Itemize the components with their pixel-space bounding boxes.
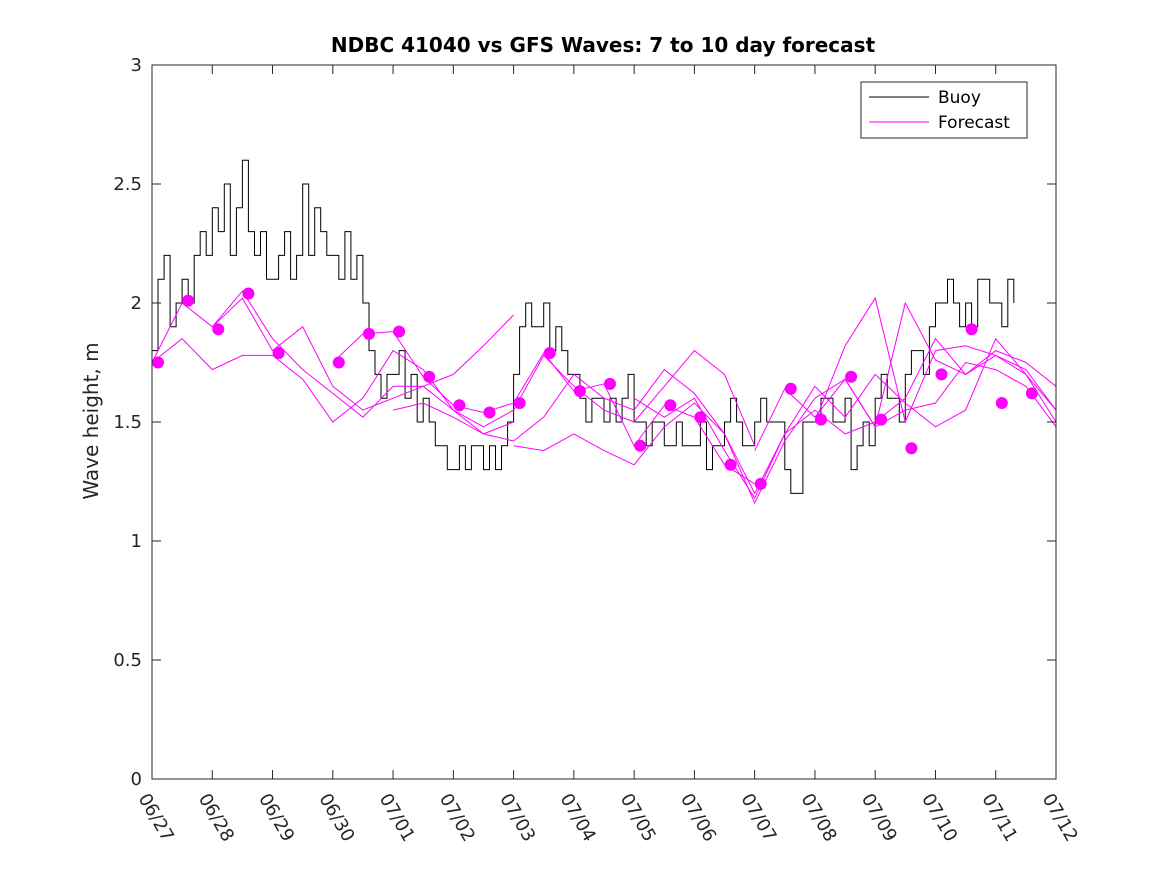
forecast-points <box>152 287 1038 490</box>
forecast-line-4 <box>332 331 755 485</box>
x-tick-label: 07/04 <box>556 790 600 845</box>
forecast-point <box>664 399 677 412</box>
forecast-point <box>784 382 797 395</box>
axis-ticks <box>151 64 1057 780</box>
y-tick-labels: 0 0.5 1 1.5 2 2.5 3 <box>113 55 142 790</box>
x-tick-label: 07/05 <box>616 790 660 845</box>
forecast-line-9 <box>814 296 1057 424</box>
x-tick-label: 07/11 <box>977 790 1021 845</box>
x-tick-label: 06/29 <box>254 790 298 845</box>
forecast-point <box>995 397 1008 409</box>
x-tick-label: 07/12 <box>1038 790 1082 845</box>
forecast-line-7 <box>392 361 1057 505</box>
y-tick-label: 1.5 <box>113 412 142 433</box>
forecast-line-8 <box>754 301 1057 451</box>
forecast-point <box>1025 387 1038 400</box>
forecast-point <box>634 439 647 452</box>
legend-buoy-label: Buoy <box>938 88 981 108</box>
x-tick-label: 07/06 <box>676 790 720 845</box>
forecast-point <box>604 377 616 390</box>
forecast-series <box>151 290 1057 505</box>
forecast-point <box>754 477 767 490</box>
legend-forecast-label: Forecast <box>938 113 1010 133</box>
legend: Buoy Forecast <box>860 81 1028 139</box>
x-tick-label: 07/01 <box>375 790 419 845</box>
x-tick-label: 06/27 <box>134 790 178 845</box>
forecast-point <box>453 399 466 412</box>
chart-title: NDBC 41040 vs GFS Waves: 7 to 10 day for… <box>331 33 876 57</box>
y-tick-label: 2 <box>131 293 142 314</box>
x-tick-label: 07/07 <box>736 790 780 845</box>
y-axis-label: Wave height, m <box>79 342 103 499</box>
forecast-point <box>845 370 858 383</box>
forecast-point <box>694 411 707 424</box>
forecast-point <box>182 294 195 307</box>
forecast-point <box>332 356 345 369</box>
x-tick-labels: 06/27 06/28 06/29 06/30 07/01 07/02 07/03 07/04… <box>134 790 1082 845</box>
y-tick-label: 2.5 <box>113 174 142 195</box>
forecast-point <box>423 370 436 383</box>
y-tick-label: 0.5 <box>113 650 142 671</box>
forecast-line-3 <box>211 290 756 446</box>
x-tick-label: 07/10 <box>917 790 961 845</box>
forecast-point <box>905 442 918 455</box>
x-tick-label: 07/09 <box>857 790 901 845</box>
x-tick-label: 07/02 <box>435 790 479 845</box>
x-tick-label: 07/03 <box>495 790 539 845</box>
forecast-point <box>815 413 827 426</box>
buoy-series <box>152 159 1015 494</box>
forecast-point <box>483 406 496 419</box>
y-tick-label: 3 <box>131 55 142 76</box>
forecast-point <box>242 287 255 300</box>
forecast-point <box>393 325 406 338</box>
forecast-point <box>935 368 948 381</box>
x-tick-label: 06/28 <box>194 790 238 845</box>
forecast-point <box>573 385 586 398</box>
forecast-point <box>724 458 737 471</box>
forecast-point <box>152 356 164 369</box>
forecast-point <box>272 347 285 359</box>
buoy-line <box>152 159 1015 494</box>
x-tick-label: 07/08 <box>797 790 841 845</box>
forecast-point <box>875 413 888 426</box>
x-tick-label: 06/30 <box>314 790 358 845</box>
forecast-point <box>363 327 375 340</box>
legend-box <box>860 81 1028 139</box>
forecast-point <box>965 323 978 336</box>
forecast-point <box>212 323 225 336</box>
forecast-point <box>543 347 556 359</box>
y-tick-label: 0 <box>131 769 142 790</box>
y-tick-label: 1 <box>131 531 142 552</box>
forecast-point <box>513 397 526 409</box>
